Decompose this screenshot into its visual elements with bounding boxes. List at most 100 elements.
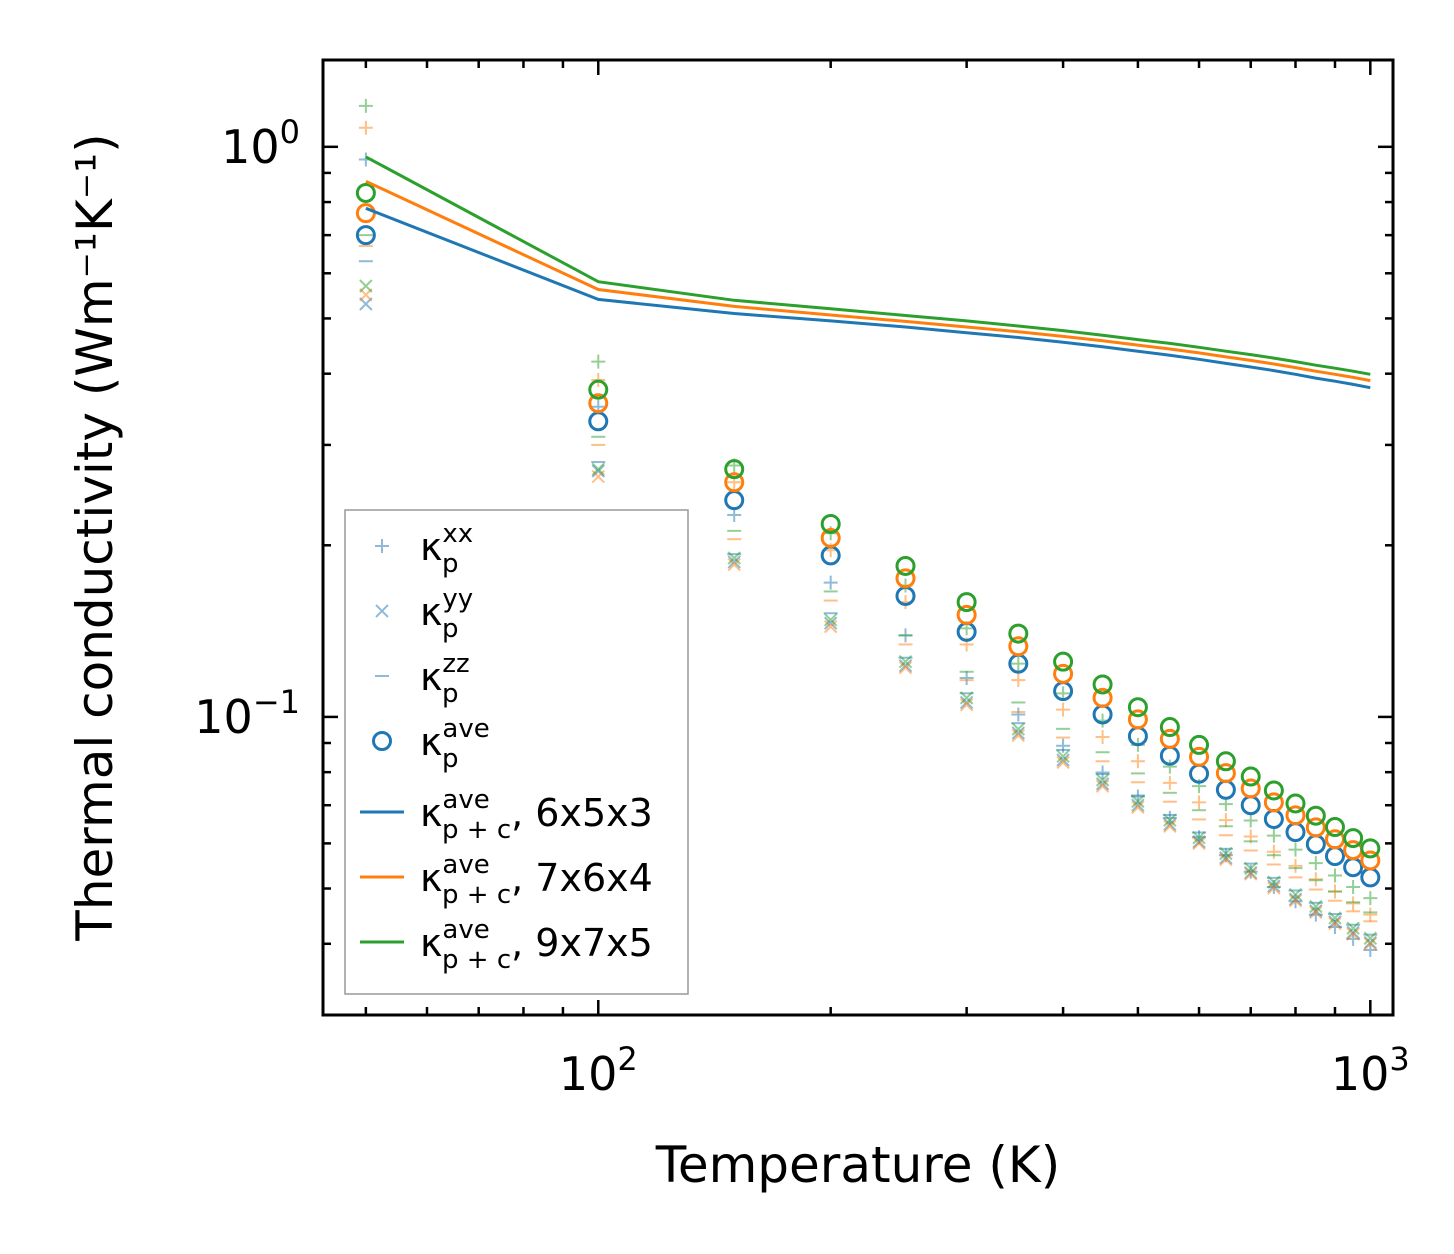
- legend-marker-shape: [372, 731, 392, 751]
- point-kyy-9x7x5: [1309, 899, 1323, 914]
- point-kave-9x7x5-shape: [1127, 697, 1148, 718]
- legend-item: κave p + c, 6x5x3: [360, 785, 653, 845]
- point-kave-7x6x4-shape: [1092, 687, 1113, 708]
- point-kxx-9x7x5: [1288, 842, 1303, 857]
- point-kyy-7x6x4: [1363, 937, 1378, 951]
- point-kyy-7x6x4-shape: [1131, 800, 1145, 815]
- legend-item: κave p + c, 7x6x4: [360, 850, 653, 910]
- point-kyy-7x6x4-shape: [1363, 937, 1378, 951]
- point-kave-7x6x4: [724, 472, 745, 493]
- y-tick-label: 10−1: [194, 683, 300, 744]
- point-kyy-6x5x3: [898, 658, 913, 673]
- point-kave-7x6x4: [588, 393, 609, 414]
- point-kyy-6x5x3-shape: [1011, 726, 1026, 740]
- point-kyy-9x7x5-shape: [1267, 875, 1281, 889]
- point-kyy-9x7x5-shape: [1219, 846, 1233, 861]
- point-kyy-6x5x3: [959, 695, 974, 710]
- point-kave-9x7x5: [1285, 793, 1306, 814]
- point-kyy-6x5x3-shape: [959, 695, 974, 710]
- point-kyy-9x7x5-shape: [1288, 887, 1303, 902]
- point-kyy-7x6x4: [1328, 916, 1342, 931]
- point-kyy-9x7x5-shape: [1056, 749, 1070, 763]
- point-kave-7x6x4: [1263, 792, 1284, 813]
- series-kzz-7x6x4: [358, 244, 1378, 923]
- point-kave-9x7x5-shape: [895, 555, 916, 576]
- point-kave-9x7x5-shape: [355, 182, 376, 203]
- point-kave-7x6x4-shape: [820, 527, 841, 548]
- point-kyy-9x7x5: [1011, 722, 1026, 736]
- series-kyy-6x5x3: [359, 297, 1378, 950]
- point-kxx-7x6x4: [1346, 896, 1361, 911]
- point-kxx-7x6x4-shape: [1192, 795, 1207, 810]
- point-kxx-9x7x5-shape: [1056, 686, 1071, 701]
- series-kave-9x7x5: [355, 182, 1381, 859]
- point-kave-7x6x4-shape: [1360, 850, 1381, 871]
- point-kyy-6x5x3: [1288, 892, 1303, 906]
- point-kyy-6x5x3: [1346, 925, 1360, 939]
- point-kxx-9x7x5: [1162, 759, 1177, 774]
- legend-label: κave p + c, 6x5x3: [420, 785, 653, 845]
- point-kyy-6x5x3-shape: [1056, 753, 1070, 767]
- point-kxx-6x5x3: [959, 671, 974, 686]
- point-kxx-9x7x5: [1346, 880, 1361, 895]
- point-kyy-9x7x5-shape: [359, 279, 373, 293]
- point-kyy-7x6x4-shape: [1095, 779, 1110, 793]
- point-kyy-9x7x5-shape: [1244, 861, 1258, 876]
- point-kave-7x6x4: [1159, 728, 1180, 749]
- point-kyy-7x6x4: [1011, 728, 1026, 743]
- point-kyy-6x5x3: [1163, 817, 1177, 832]
- point-kave-7x6x4: [1189, 746, 1210, 767]
- point-kyy-9x7x5-shape: [1011, 722, 1026, 736]
- point-kyy-7x6x4-shape: [1192, 836, 1206, 851]
- point-kyy-6x5x3-shape: [727, 555, 741, 569]
- point-kxx-9x7x5-shape: [1288, 842, 1303, 857]
- point-kyy-9x7x5-shape: [1192, 830, 1206, 845]
- point-kxx-9x7x5: [1011, 656, 1026, 671]
- point-kave-7x6x4-shape: [895, 568, 916, 589]
- point-kxx-9x7x5-shape: [1162, 759, 1177, 774]
- point-kxx-7x6x4: [1363, 907, 1378, 922]
- point-kyy-6x5x3-shape: [1192, 835, 1206, 849]
- point-kyy-9x7x5-shape: [1131, 794, 1145, 809]
- point-kyy-6x5x3: [823, 616, 838, 630]
- point-kyy-7x6x4: [1288, 893, 1303, 908]
- point-kyy-9x7x5: [1267, 875, 1281, 889]
- point-kyy-7x6x4: [1192, 836, 1206, 851]
- point-kave-9x7x5: [1215, 751, 1236, 772]
- point-kxx-7x6x4-shape: [358, 120, 373, 135]
- point-kyy-6x5x3: [1192, 835, 1206, 849]
- point-kave-7x6x4: [1215, 763, 1236, 784]
- point-kave-9x7x5: [1343, 828, 1364, 849]
- point-kyy-7x6x4-shape: [1288, 893, 1303, 908]
- point-kave-9x7x5-shape: [956, 592, 977, 613]
- tick-labels: 102 103 100 10−1: [194, 113, 1409, 1101]
- point-kyy-9x7x5: [898, 654, 913, 669]
- point-kave-9x7x5: [1360, 838, 1381, 859]
- point-kave-7x6x4: [1092, 687, 1113, 708]
- point-kyy-6x5x3-shape: [1219, 851, 1233, 865]
- legend-label: κave p + c, 7x6x4: [420, 850, 653, 910]
- point-kyy-7x6x4: [1267, 881, 1281, 895]
- point-kyy-9x7x5: [1219, 846, 1233, 861]
- legend-item: κave p + c, 9x7x5: [360, 915, 653, 975]
- point-kave-9x7x5-shape: [1305, 805, 1326, 826]
- point-kave-9x7x5-shape: [1008, 623, 1029, 644]
- point-kyy-9x7x5-shape: [898, 654, 913, 669]
- point-kyy-9x7x5-shape: [1309, 899, 1323, 914]
- point-kyy-9x7x5: [959, 691, 974, 705]
- point-kxx-7x6x4: [1095, 730, 1110, 745]
- point-kxx-9x7x5: [358, 98, 373, 113]
- point-kyy-9x7x5: [727, 551, 741, 565]
- point-kyy-7x6x4-shape: [1346, 927, 1360, 941]
- point-kave-9x7x5: [1240, 766, 1261, 787]
- point-kyy-7x6x4: [898, 660, 913, 675]
- point-kave-7x6x4: [1008, 636, 1029, 657]
- point-kave-9x7x5-shape: [1324, 817, 1345, 838]
- point-kyy-9x7x5: [1095, 773, 1110, 787]
- point-kave-7x6x4: [956, 604, 977, 625]
- point-kyy-9x7x5: [1163, 813, 1177, 827]
- point-kxx-9x7x5-shape: [1346, 880, 1361, 895]
- point-kyy-6x5x3-shape: [1288, 892, 1303, 906]
- line-kpc-9x7x5: [365, 155, 1371, 376]
- point-kxx-9x7x5: [1308, 856, 1323, 871]
